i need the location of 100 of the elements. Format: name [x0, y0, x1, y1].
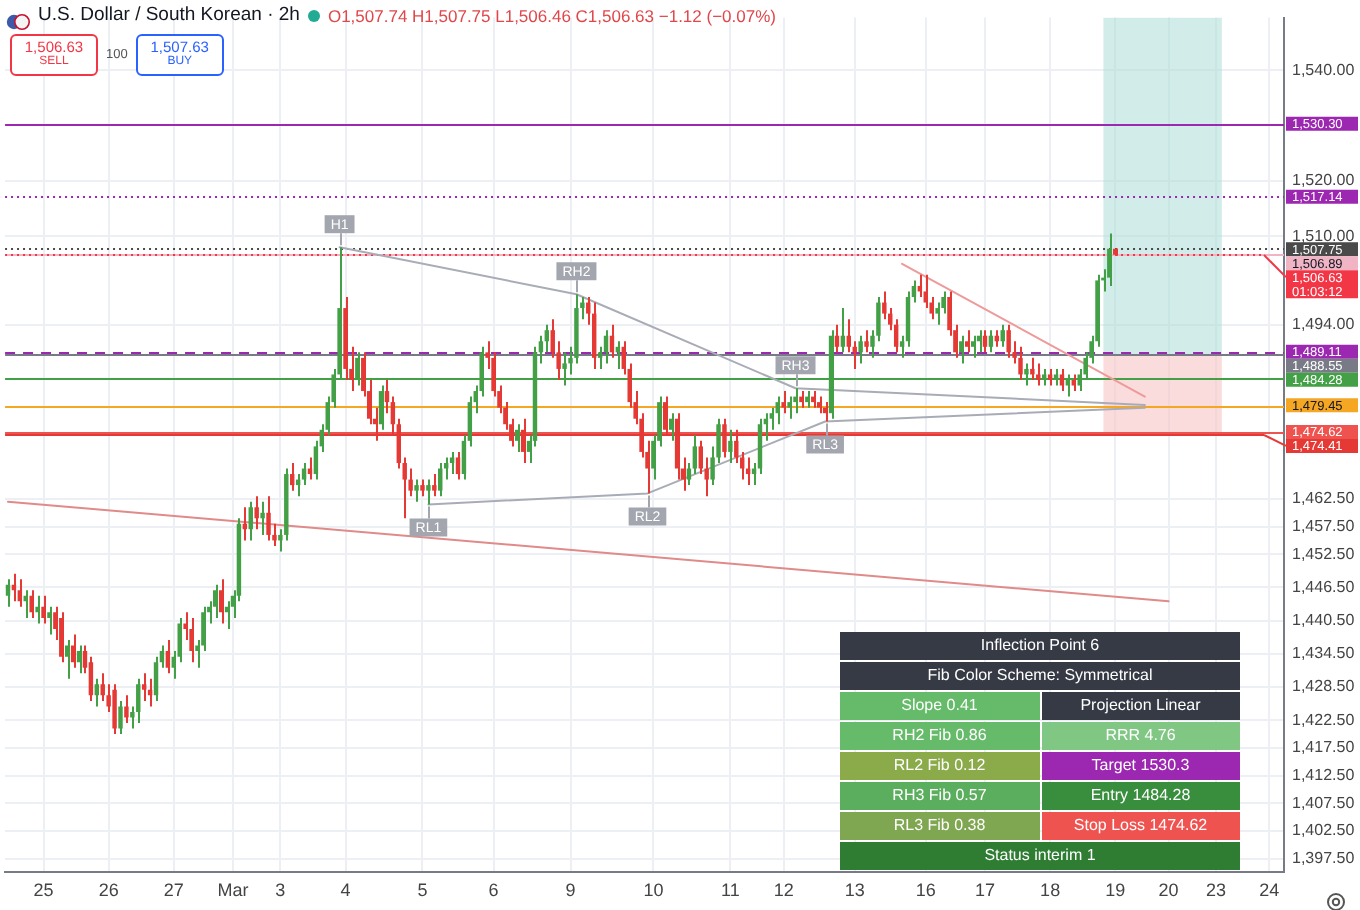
candlestick [775, 395, 780, 426]
x-tick-label: 23 [1205, 880, 1226, 901]
candlestick [254, 495, 259, 531]
annotation: RL2 Fib 0.12 [840, 752, 1039, 780]
candlestick [449, 450, 455, 476]
x-tick-label: 25 [33, 880, 54, 901]
y-tick-label: 1,417.50 [1292, 738, 1356, 757]
annotation: Fib Color Scheme: Symmetrical [840, 662, 1240, 690]
candlestick [793, 387, 798, 415]
annotation: RH3 Fib 0.57 [840, 782, 1039, 810]
annotation: Target 1530.3 [1041, 752, 1240, 780]
candlestick [17, 578, 23, 608]
annotation: Entry 1484.28 [1041, 782, 1240, 810]
x-tick-label: 4 [340, 880, 351, 901]
candlestick [41, 594, 46, 625]
x-tick-label: 11 [721, 880, 740, 901]
annotation: Projection Linear [1041, 692, 1240, 720]
candlestick [858, 334, 863, 365]
annotation: RL3 Fib 0.38 [840, 812, 1039, 840]
candlestick [289, 461, 295, 492]
chart-subtitle: O1,507.74 H1,507.75 L1,506.46 C1,506.63 −1.12 (−0.07%) [327, 5, 776, 25]
candlestick [988, 329, 994, 354]
y-tick-label: 1,494.00 [1292, 315, 1356, 334]
candlestick [260, 500, 265, 536]
candlestick [432, 473, 437, 498]
candlestick [141, 672, 147, 702]
annotation: Inflection Point 6 [840, 632, 1240, 660]
y-tick-label: 1,446.50 [1292, 577, 1356, 596]
x-tick-label: 24 [1259, 880, 1280, 901]
candlestick [124, 694, 129, 725]
y-tick-label: 1,540.00 [1292, 60, 1356, 79]
candlestick [438, 461, 443, 498]
x-tick-label: 3 [275, 880, 286, 901]
candlestick [1000, 323, 1005, 348]
x-tick-label: Mar [217, 880, 249, 901]
candlestick [165, 639, 171, 675]
candlestick [59, 611, 64, 664]
x-tick-label: 19 [1105, 880, 1126, 901]
x-tick-label: 17 [974, 880, 995, 901]
x-tick-label: 5 [417, 880, 428, 901]
candlestick [153, 655, 159, 702]
candlestick [787, 395, 792, 420]
candlestick [935, 301, 940, 326]
candlestick [35, 594, 40, 625]
y-tick-label: 1,397.50 [1292, 848, 1356, 867]
candlestick [1006, 323, 1011, 359]
y-tick-label: 1,412.50 [1292, 765, 1356, 784]
annotation: Stop Loss 1474.62 [1041, 812, 1240, 840]
candlestick [1036, 362, 1041, 387]
candlestick [118, 699, 123, 736]
x-tick-label: 12 [773, 880, 794, 901]
x-tick-label: 27 [163, 880, 184, 901]
y-tick-label: 1,434.50 [1292, 644, 1356, 663]
candlestick [1018, 345, 1023, 381]
candlestick [94, 677, 100, 708]
candlestick [5, 578, 11, 608]
candlestick [248, 500, 253, 542]
x-tick-label: 18 [1040, 880, 1061, 901]
candlestick [136, 677, 141, 725]
candlestick [840, 307, 846, 354]
candlestick [378, 384, 384, 431]
candlestick [864, 329, 869, 354]
y-tick-label: 1,457.50 [1292, 517, 1356, 536]
candlestick [76, 644, 82, 675]
candlestick [982, 329, 988, 354]
y-tick-label: 1,402.50 [1292, 821, 1356, 840]
candlestick [189, 616, 194, 664]
candlestick [1030, 356, 1035, 381]
x-tick-label: 10 [643, 880, 664, 901]
y-tick-label: 1,440.50 [1292, 611, 1356, 630]
candlestick [1107, 232, 1112, 287]
x-tick-label: 20 [1158, 880, 1179, 901]
x-tick-label: 16 [915, 880, 936, 901]
candlestick [1059, 367, 1065, 393]
y-tick-label: 1,422.50 [1292, 710, 1356, 729]
candlestick [965, 329, 970, 354]
chart-title: U.S. Dollar / South Korean · 2h [38, 4, 300, 26]
candlestick [515, 423, 520, 453]
candlestick [970, 334, 976, 359]
y-tick-label: 1,452.50 [1292, 544, 1356, 563]
candlestick [668, 412, 674, 442]
y-tick-label: 1,520.00 [1292, 171, 1356, 190]
candlestick [834, 323, 840, 354]
candlestick [414, 478, 419, 503]
y-tick-label: 1,407.50 [1292, 793, 1356, 812]
candlestick [112, 683, 117, 736]
y-tick-label: 1,510.00 [1292, 226, 1356, 245]
candlestick [64, 639, 70, 680]
candlestick [455, 450, 461, 481]
y-tick-label: 1,462.50 [1292, 489, 1356, 508]
annotation: RH2 Fib 0.86 [840, 722, 1039, 750]
annotation: Status interim 1 [840, 842, 1240, 870]
x-tick-label: 13 [844, 880, 865, 901]
x-tick-label: 26 [98, 880, 119, 901]
candlestick [47, 605, 52, 636]
candlestick [29, 589, 34, 619]
y-tick-label: 1,428.50 [1292, 677, 1356, 696]
candlestick [266, 495, 271, 542]
candlestick [426, 478, 431, 506]
candlestick [923, 273, 928, 310]
